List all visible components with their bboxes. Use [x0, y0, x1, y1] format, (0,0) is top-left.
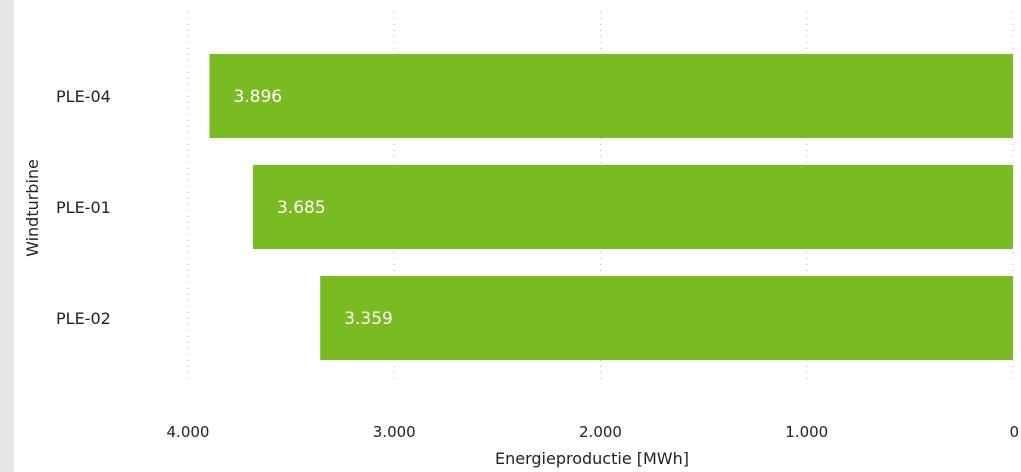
bar-value-label: 3.685	[277, 198, 326, 218]
x-tick-label: 3.000	[373, 423, 416, 441]
x-tick-labels: 4.000 3.000 2.000 1.000 0	[167, 423, 1019, 441]
bar-labels: 3.896 3.685 3.359	[233, 87, 392, 329]
left-strip	[0, 0, 14, 472]
category-labels: PLE-04 PLE-01 PLE-02	[56, 87, 111, 328]
bar-ple-02	[320, 276, 1013, 360]
bar-ple-04	[209, 54, 1013, 138]
category-label: PLE-02	[56, 309, 111, 328]
x-tick-label: 2.000	[579, 423, 622, 441]
category-label: PLE-04	[56, 87, 111, 106]
bars	[209, 54, 1013, 360]
y-axis-title: Windturbine	[23, 159, 42, 257]
bar-value-label: 3.896	[233, 87, 282, 107]
bar-value-label: 3.359	[344, 309, 393, 329]
bar-ple-01	[252, 165, 1013, 249]
x-tick-label: 4.000	[167, 423, 210, 441]
x-tick-label: 1.000	[785, 423, 828, 441]
category-label: PLE-01	[56, 198, 111, 217]
x-axis-title: Energieproductie [MWh]	[495, 449, 689, 468]
x-tick-label: 0	[1009, 423, 1019, 441]
